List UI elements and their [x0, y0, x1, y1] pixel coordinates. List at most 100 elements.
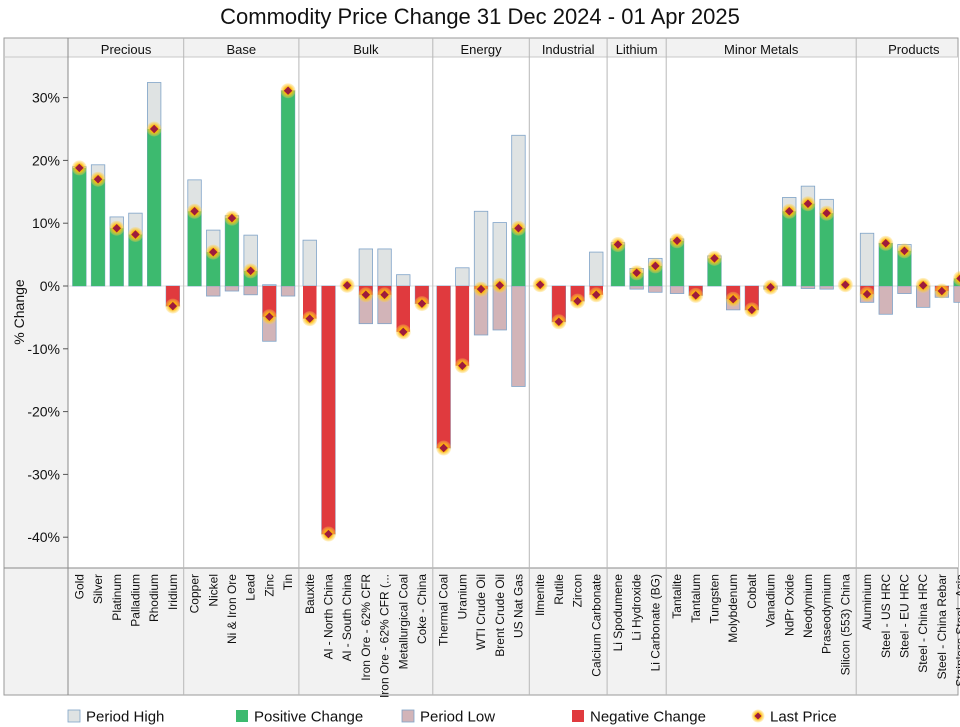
last-price-marker-zircon [573, 296, 582, 306]
y-tick-label: -20% [27, 404, 60, 420]
period-high-bar-metallurgical-coal [396, 274, 411, 287]
period-high-bar-wti-crude-oil [473, 210, 489, 287]
last-price-marker-rhodium [149, 124, 159, 134]
category-label-nickel: Nickel [206, 574, 220, 607]
category-label-ilmenite: Ilmenite [533, 574, 547, 616]
last-price-marker-al-north-china [324, 529, 333, 539]
category-label-li-carbonate-bg: Li Carbonate (BG) [648, 574, 662, 671]
last-price-marker-thermal-coal [439, 443, 448, 453]
period-low-bar-neodymium [800, 285, 816, 289]
legend-label-last-price: Last Price [770, 709, 837, 726]
last-price-marker-uranium [458, 361, 467, 370]
period-low-bar-praseodymium [819, 285, 834, 290]
last-price-marker-gold [75, 163, 84, 173]
category-label-zinc: Zinc [262, 574, 276, 597]
positive-change-bar-rhodium [147, 129, 161, 286]
last-price-marker-platinum [112, 223, 121, 233]
legend-swatch-period-high [67, 709, 81, 723]
category-label-iridium: Iridium [166, 574, 180, 610]
positive-change-bar-praseodymium [819, 213, 834, 286]
last-price-marker-iridium [168, 301, 178, 311]
positive-change-bar-copper [187, 211, 202, 286]
category-label-aluminium: Aluminium [860, 574, 874, 630]
category-label-vanadium: Vanadium [764, 574, 778, 627]
category-label-brent-crude-oil: Brent Crude Oil [493, 574, 507, 657]
group-label-industrial: Industrial [542, 42, 595, 57]
period-low-bar-steel-eu-hrc [897, 285, 912, 294]
negative-change-bar-thermal-coal [436, 286, 451, 449]
period-high-bar-uranium [455, 267, 470, 287]
last-price-marker-steel-china-rebar [937, 286, 947, 296]
y-tick-label: 10% [32, 215, 60, 231]
last-price-marker-lead [246, 266, 255, 276]
positive-change-bar-palladium [128, 234, 143, 286]
category-label-steel-china-rebar: Steel - China Rebar [935, 574, 949, 679]
negative-change-bar-zinc [262, 286, 277, 317]
category-label-ndpr-oxide: NdPr Oxide [782, 574, 796, 636]
category-label-rutile: Rutile [552, 574, 566, 605]
last-price-marker-silver [93, 174, 103, 184]
y-tick-label: -30% [27, 466, 60, 482]
period-low-bar-stainless-steel-asia [953, 285, 960, 303]
negative-change-bar-metallurgical-coal [396, 286, 410, 332]
category-label-molybdenum: Molybdenum [726, 574, 740, 643]
category-label-cobalt: Cobalt [745, 573, 759, 608]
y-axis-label: % Change [11, 279, 27, 345]
group-label-minor-metals: Minor Metals [724, 42, 799, 57]
category-label-uranium: Uranium [455, 574, 469, 619]
legend-label-positive-change: Positive Change [254, 709, 363, 726]
period-high-bar-iron-ore-62-cfr [377, 248, 392, 287]
positive-change-bar-steel-us-hrc [879, 243, 893, 286]
category-label-steel-eu-hrc: Steel - EU HRC [897, 574, 911, 658]
positive-change-bar-tungsten [707, 258, 722, 286]
period-high-bar-bauxite [302, 239, 317, 287]
last-price-marker-iron-ore-62-cfr [380, 290, 389, 300]
legend-marker-last-price [754, 712, 762, 720]
last-price-marker-aluminium [862, 289, 872, 299]
last-price-marker-tin [283, 86, 293, 95]
period-low-bar-ni-iron-ore [224, 285, 240, 292]
category-label-li-hydroxide: Li Hydroxide [630, 574, 644, 641]
category-label-wti-crude-oil: WTI Crude Oil [474, 574, 488, 650]
category-label-palladium: Palladium [128, 574, 142, 627]
period-low-bar-lead [243, 285, 258, 296]
category-label-tungsten: Tungsten [707, 574, 721, 624]
last-price-marker-li-carbonate-bg [651, 261, 660, 271]
positive-change-bar-li-spodumene [611, 244, 625, 286]
positive-change-bar-ndpr-oxide [782, 211, 796, 286]
category-label-platinum: Platinum [110, 574, 124, 621]
period-high-bar-brent-crude-oil [492, 222, 507, 287]
last-price-marker-wti-crude-oil [476, 284, 486, 294]
category-label-us-nat-gas: US Nat Gas [511, 574, 525, 638]
positive-change-bar-ni-iron-ore [225, 218, 239, 286]
positive-change-bar-nickel [206, 252, 220, 286]
category-label-tin: Tin [281, 574, 295, 590]
category-label-al-north-china: Al - North China [321, 574, 335, 660]
last-price-marker-stainless-steel-asia [956, 274, 960, 283]
y-tick-label: 30% [32, 90, 60, 106]
category-label-stainless-steel-asia: Stainless Steel - Asia [954, 574, 960, 687]
chart-title: Commodity Price Change 31 Dec 2024 - 01 … [220, 4, 740, 29]
y-tick-label: 20% [32, 152, 60, 168]
category-label-al-south-china: Al - South China [340, 574, 354, 662]
last-price-marker-calcium-carbonate [592, 290, 601, 300]
period-low-bar-li-hydroxide [629, 285, 644, 290]
period-low-bar-us-nat-gas [511, 285, 526, 387]
legend-label-negative-change: Negative Change [590, 709, 706, 726]
positive-change-bar-tantalite [670, 240, 684, 286]
category-label-thermal-coal: Thermal Coal [437, 574, 451, 646]
period-low-bar-tin [280, 285, 296, 297]
period-low-bar-nickel [206, 285, 221, 297]
positive-change-bar-neodymium [801, 203, 815, 286]
category-label-rhodium: Rhodium [147, 574, 161, 622]
y-tick-label: -10% [27, 341, 60, 357]
group-label-energy: Energy [460, 42, 502, 57]
category-label-calcium-carbonate: Calcium Carbonate [589, 574, 603, 677]
category-label-steel-china-hrc: Steel - China HRC [916, 574, 930, 673]
last-price-marker-vanadium [766, 283, 775, 292]
period-high-bar-calcium-carbonate [589, 251, 604, 287]
category-label-gold: Gold [72, 574, 86, 599]
last-price-marker-ilmenite [535, 280, 545, 289]
last-price-marker-nickel [209, 247, 218, 257]
